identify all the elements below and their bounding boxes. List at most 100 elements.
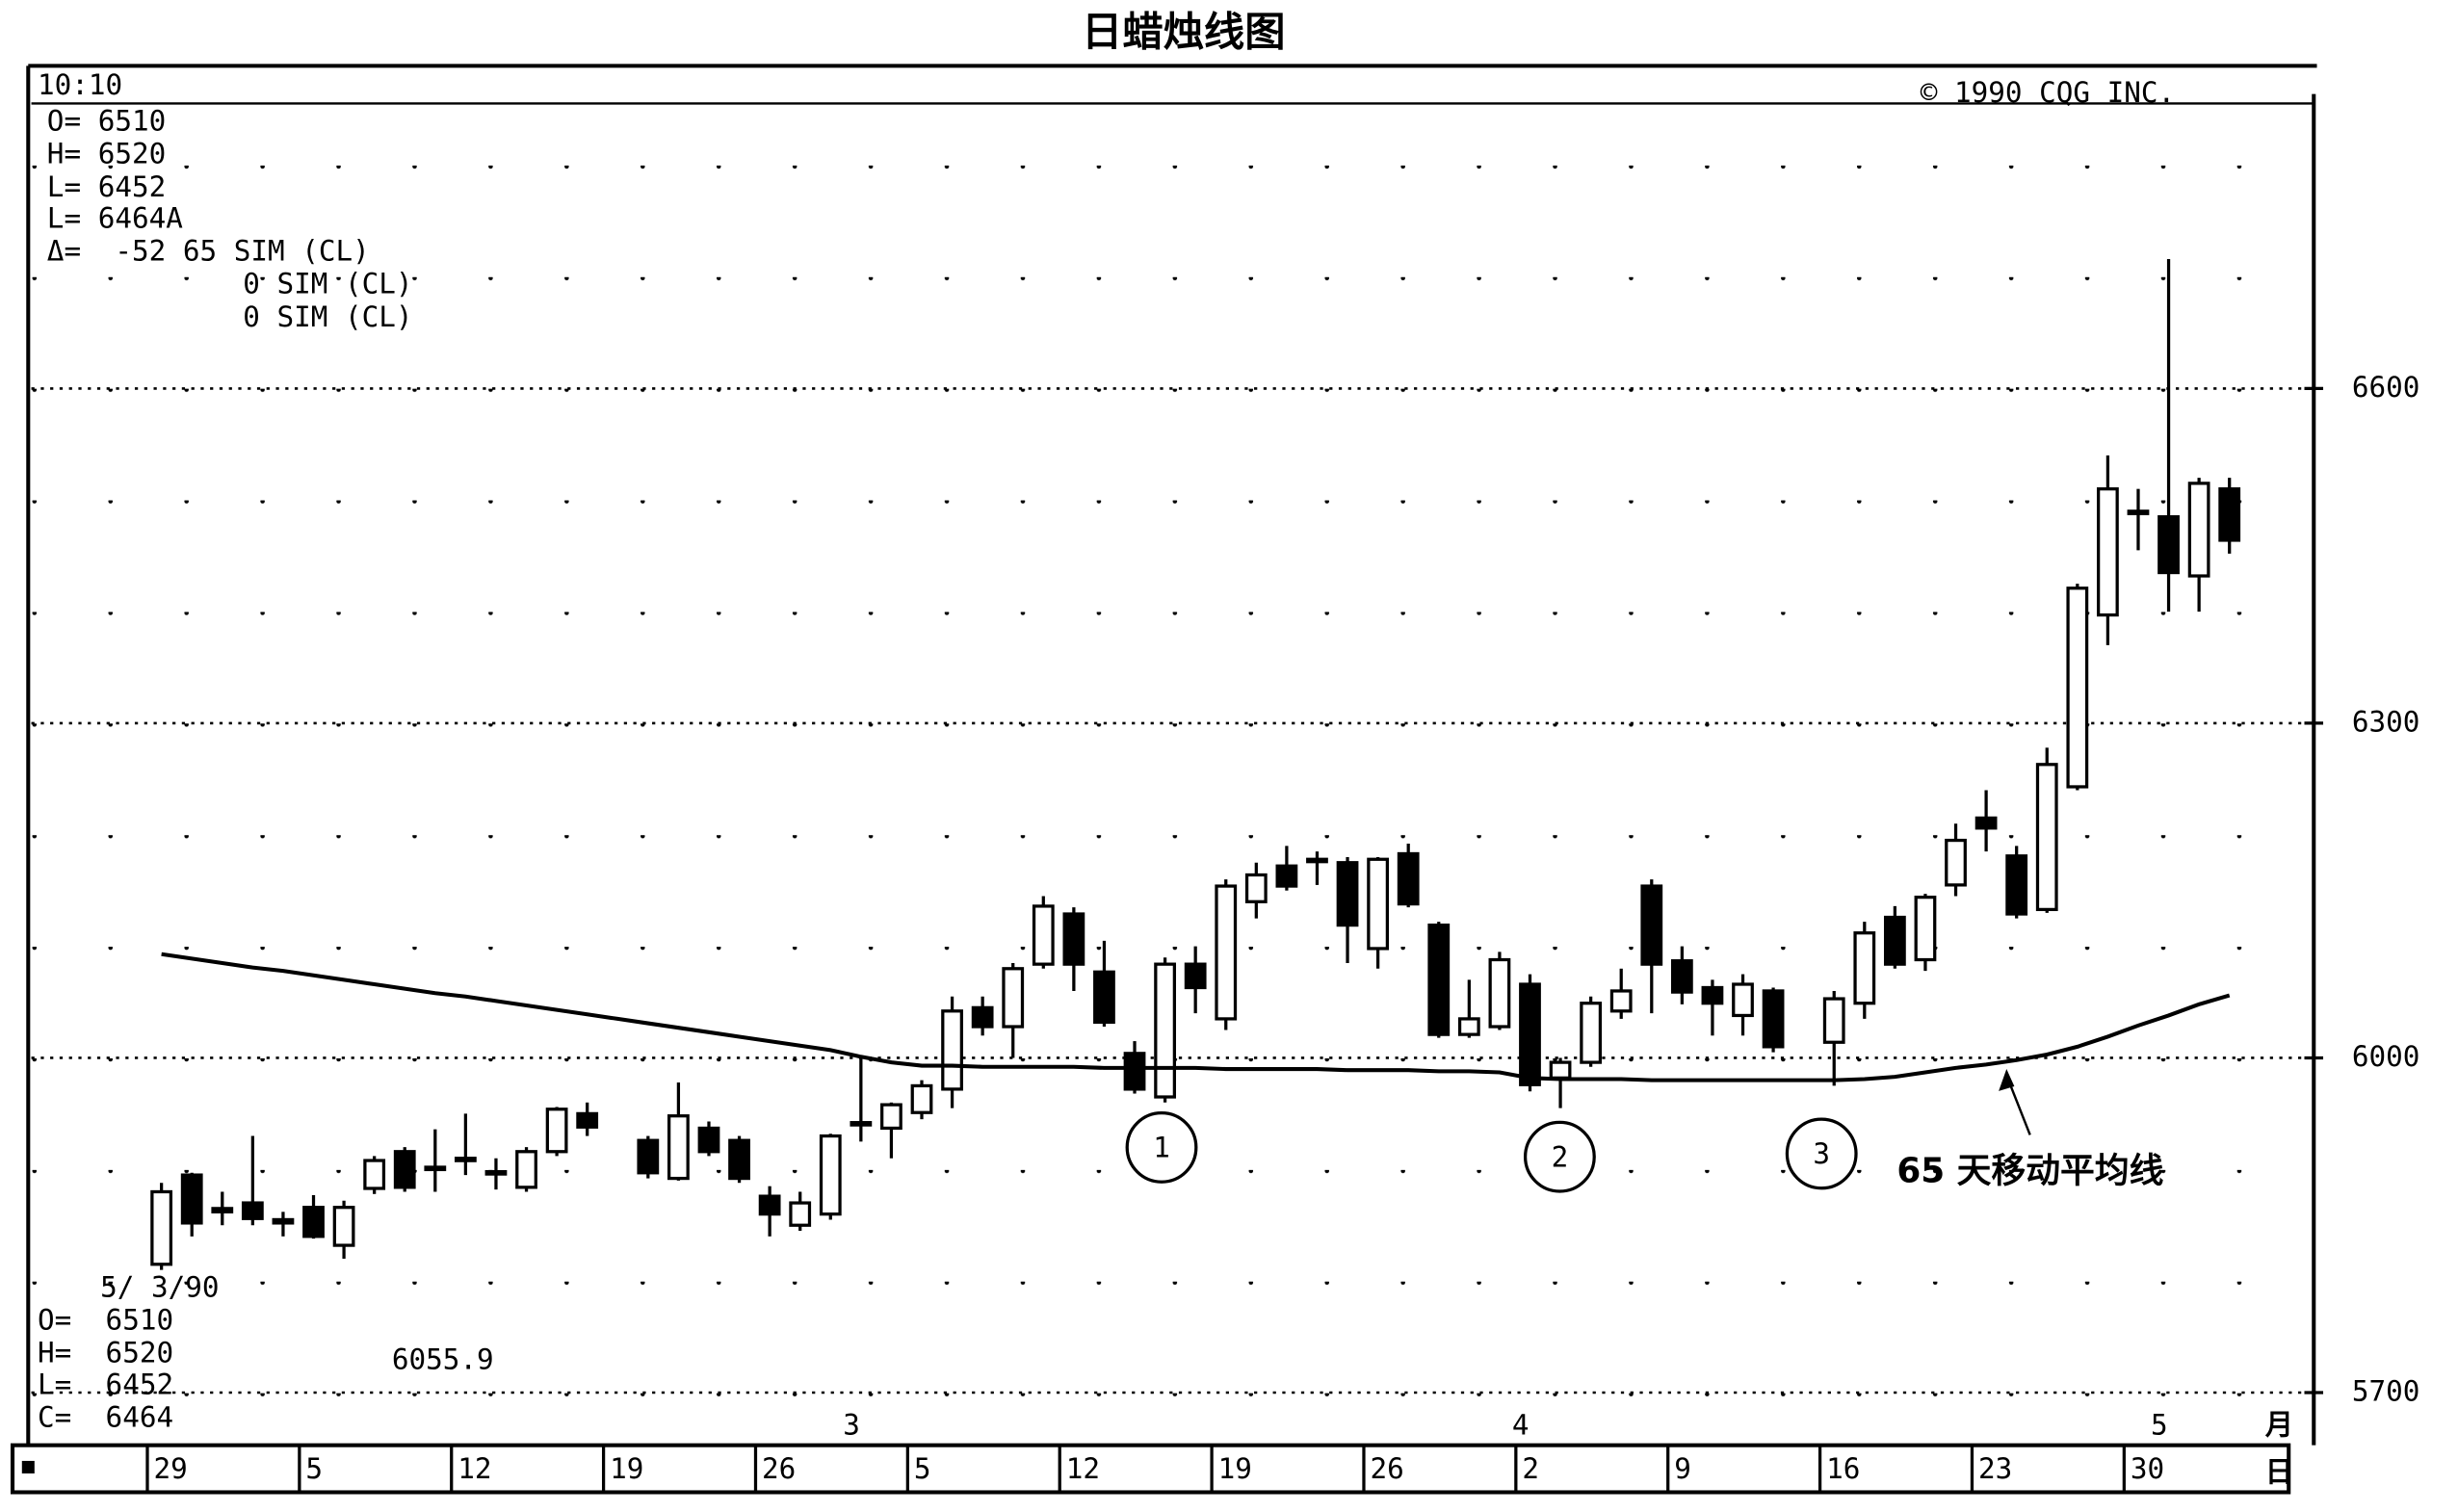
x-tick-label: 12: [1066, 1452, 1100, 1485]
candle-body-up: [1853, 931, 1876, 1005]
x-tick-label: 16: [1826, 1452, 1860, 1485]
candle-body-up: [363, 1159, 386, 1190]
candle-body-down: [576, 1111, 599, 1129]
ma-value: 6055.9: [392, 1343, 494, 1375]
info-line: O= 6510: [47, 104, 166, 137]
month-label: 3: [843, 1409, 860, 1442]
candle-body-up: [1549, 1060, 1572, 1080]
candle-body-down: [1670, 959, 1693, 994]
candle-body-down: [484, 1169, 508, 1176]
candle-body-down: [728, 1138, 750, 1181]
copyright: © 1990 CQG INC.: [1921, 76, 2175, 109]
candle-body-down: [2005, 854, 2028, 916]
candle-body-down: [1519, 982, 1541, 1086]
candle-body-down: [424, 1165, 447, 1172]
candle-body-up: [1244, 873, 1268, 903]
candle-body-up: [1488, 957, 1511, 1029]
moving-average-line: [161, 952, 2231, 1082]
info-line: H= 6520: [47, 138, 166, 170]
candle-body-up: [1032, 904, 1055, 966]
candle-body-up: [1732, 982, 1754, 1018]
annotation-circle: [1125, 1110, 1198, 1184]
candle-body-down: [1184, 962, 1207, 990]
y-tick-label: 5700: [2352, 1374, 2420, 1407]
candle-body-up: [1822, 997, 1845, 1044]
info-line: H= 6520: [38, 1337, 173, 1369]
candle-body-up: [941, 1009, 963, 1091]
info-line: L= 6452: [38, 1368, 173, 1400]
candle-body-up: [1154, 962, 1176, 1099]
candle-body-down: [1397, 851, 1420, 906]
candle-body-up: [1215, 884, 1238, 1021]
candle-body-down: [1062, 912, 1085, 966]
x-tick-label: 26: [1370, 1452, 1403, 1485]
candle-body-down: [971, 1005, 994, 1029]
candle-body-up: [545, 1108, 568, 1154]
x-tick-label: 9: [1674, 1452, 1691, 1485]
annotation: 1: [1153, 1132, 1170, 1164]
month-label: 4: [1512, 1409, 1530, 1442]
candle-body-down: [697, 1126, 720, 1154]
x-tick-label: 5: [305, 1452, 323, 1485]
annotation: 2: [1552, 1140, 1569, 1173]
candle-body-up: [1002, 967, 1025, 1029]
info-line: C= 6464: [38, 1400, 173, 1433]
candle-body-up: [1945, 838, 1967, 887]
candle-body-down: [1974, 816, 1998, 830]
annotation-circle: [1785, 1117, 1858, 1190]
candle-body-up: [2187, 482, 2210, 578]
y-tick-label: 6000: [2352, 1040, 2420, 1073]
candle-body-up: [880, 1103, 902, 1131]
candle-body-down: [637, 1138, 660, 1175]
candle-body-down: [1123, 1052, 1146, 1091]
candle-body-up: [1609, 989, 1633, 1013]
candle-body-up: [1914, 896, 1937, 962]
day-axis-label: 日: [2265, 1455, 2293, 1488]
candle-body-down: [180, 1173, 203, 1225]
candle-body-down: [2157, 514, 2180, 575]
candle-body-down: [850, 1121, 873, 1127]
candle-body-up: [2035, 763, 2058, 912]
candle-body-up: [332, 1206, 355, 1247]
x-tick-label: 19: [610, 1452, 643, 1485]
chart-title: 日蜡烛线图: [1082, 8, 1285, 55]
info-line: L= 6452: [47, 170, 166, 203]
info-line: L= 6464A: [47, 201, 183, 234]
candle-body-down: [272, 1217, 295, 1225]
candle-body-up: [515, 1150, 537, 1189]
candle-body-up: [910, 1083, 933, 1114]
info-line: 5/ 3/90: [100, 1270, 219, 1303]
annotation: 3: [1813, 1137, 1830, 1170]
candle-body-down: [2218, 487, 2241, 542]
candle-body-down: [758, 1194, 781, 1216]
candle-body-up: [150, 1189, 173, 1266]
x-tick-label: 19: [1218, 1452, 1252, 1485]
candle-body-up: [2097, 487, 2119, 617]
x-tick-label: 30: [2131, 1452, 2164, 1485]
candle-body-down: [454, 1157, 477, 1162]
x-tick-label: 23: [1978, 1452, 2012, 1485]
info-line: Δ= -52 65 SIM (CL): [47, 235, 370, 268]
candle-body-down: [1883, 915, 1906, 966]
candle-body-down: [1093, 970, 1115, 1025]
month-axis-label: 月: [2265, 1409, 2293, 1442]
clock: 10:10: [38, 68, 122, 101]
candle-body-down: [1336, 861, 1359, 927]
date-row: [10, 1443, 2291, 1495]
candle-body-down: [2127, 509, 2150, 515]
x-tick-label: 5: [914, 1452, 931, 1485]
candle-body-up: [2066, 587, 2089, 789]
arrow-head: [1999, 1069, 2015, 1091]
candle-body-up: [1457, 1017, 1480, 1036]
candle-body-down: [302, 1206, 325, 1238]
month-label: 5: [2151, 1409, 2168, 1442]
candle-body-down: [241, 1201, 264, 1220]
x-tick-label: 26: [762, 1452, 796, 1485]
x-tick-label: 29: [154, 1452, 188, 1485]
info-line: 0 SIM (CL): [243, 300, 412, 333]
info-line: O= 6510: [38, 1304, 173, 1337]
candle-body-up: [1367, 857, 1390, 951]
candle-body-down: [211, 1207, 234, 1213]
